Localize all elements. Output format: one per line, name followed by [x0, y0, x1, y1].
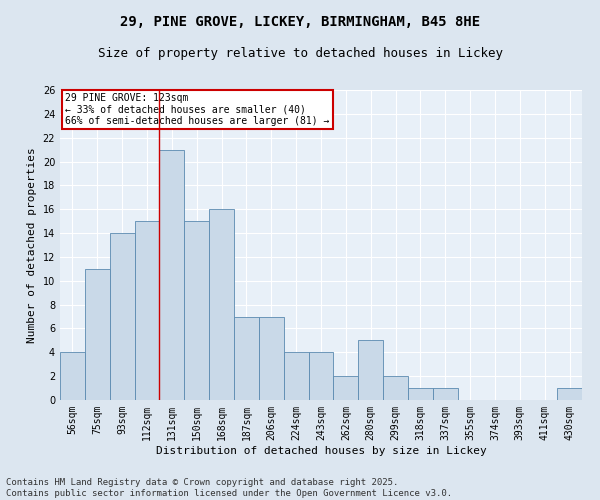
Bar	[134, 221, 160, 400]
Bar	[259, 316, 284, 400]
Bar	[85, 269, 110, 400]
Text: Size of property relative to detached houses in Lickey: Size of property relative to detached ho…	[97, 48, 503, 60]
X-axis label: Distribution of detached houses by size in Lickey: Distribution of detached houses by size …	[155, 446, 487, 456]
Bar	[110, 233, 134, 400]
Bar	[358, 340, 383, 400]
Bar	[334, 376, 358, 400]
Bar	[308, 352, 334, 400]
Bar	[433, 388, 458, 400]
Bar	[284, 352, 308, 400]
Bar	[408, 388, 433, 400]
Text: Contains HM Land Registry data © Crown copyright and database right 2025.
Contai: Contains HM Land Registry data © Crown c…	[6, 478, 452, 498]
Bar	[60, 352, 85, 400]
Bar	[160, 150, 184, 400]
Y-axis label: Number of detached properties: Number of detached properties	[27, 147, 37, 343]
Bar	[234, 316, 259, 400]
Bar	[209, 209, 234, 400]
Bar	[184, 221, 209, 400]
Bar	[557, 388, 582, 400]
Bar	[383, 376, 408, 400]
Text: 29 PINE GROVE: 123sqm
← 33% of detached houses are smaller (40)
66% of semi-deta: 29 PINE GROVE: 123sqm ← 33% of detached …	[65, 93, 329, 126]
Text: 29, PINE GROVE, LICKEY, BIRMINGHAM, B45 8HE: 29, PINE GROVE, LICKEY, BIRMINGHAM, B45 …	[120, 15, 480, 29]
